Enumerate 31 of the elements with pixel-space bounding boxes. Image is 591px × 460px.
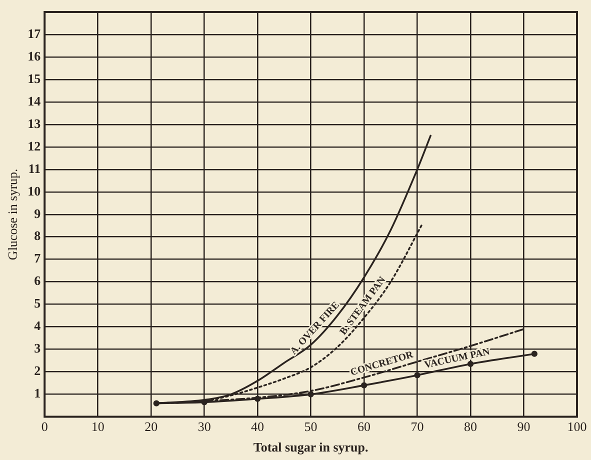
x-tick-label: 100 <box>567 419 587 434</box>
x-tick-label: 0 <box>41 419 48 434</box>
y-tick-label: 2 <box>34 363 41 378</box>
y-tick-label: 15 <box>28 70 42 86</box>
x-tick-label: 90 <box>517 419 530 434</box>
y-tick-label: 13 <box>28 116 42 131</box>
y-tick-label: 5 <box>34 296 42 311</box>
y-tick-label: 16 <box>28 48 42 64</box>
y-tick-label: 10 <box>28 183 41 198</box>
y-tick-label: 6 <box>34 273 42 288</box>
y-tick-label: 3 <box>34 340 42 356</box>
y-tick-label: 7 <box>34 250 42 266</box>
x-tick-label: 50 <box>304 419 318 434</box>
y-tick-label: 1 <box>34 386 41 401</box>
y-tick-label: 11 <box>28 160 41 176</box>
x-tick-label: 60 <box>358 419 371 434</box>
x-tick-label: 80 <box>464 419 478 434</box>
y-tick-label: 12 <box>28 138 41 154</box>
x-tick-label: 20 <box>144 419 158 434</box>
y-tick-label: 14 <box>28 93 42 108</box>
y-axis-title: Glucose in syrup. <box>5 168 20 260</box>
x-axis-title: Total sugar in syrup. <box>253 440 368 455</box>
y-tick-label: 9 <box>34 206 42 221</box>
x-tick-label: 40 <box>251 419 264 434</box>
x-tick-label: 70 <box>410 419 424 434</box>
x-tick-label: 10 <box>91 419 104 434</box>
x-tick-label: 30 <box>198 419 211 434</box>
y-tick-label: 17 <box>28 26 42 41</box>
y-tick-label: 8 <box>34 228 42 244</box>
text: VACUUM PAN <box>424 346 492 371</box>
y-tick-label: 4 <box>34 318 42 334</box>
